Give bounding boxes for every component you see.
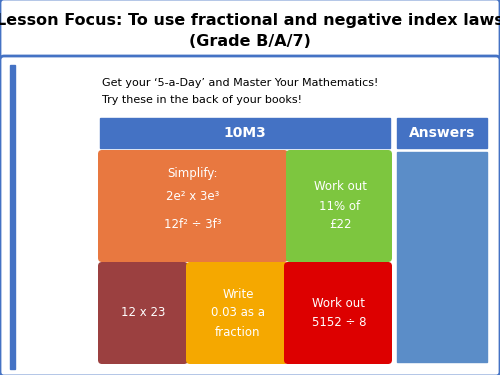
Bar xyxy=(10,65,15,369)
Text: 10M3: 10M3 xyxy=(224,126,266,140)
Text: Try these in the back of your books!: Try these in the back of your books! xyxy=(102,95,302,105)
FancyBboxPatch shape xyxy=(0,0,500,62)
Bar xyxy=(100,118,390,148)
Bar xyxy=(397,118,487,148)
FancyBboxPatch shape xyxy=(0,56,500,375)
Bar xyxy=(18,306,86,364)
Text: 12 x 23: 12 x 23 xyxy=(121,306,165,320)
Bar xyxy=(18,132,86,189)
Text: Answers: Answers xyxy=(409,126,475,140)
FancyBboxPatch shape xyxy=(186,262,288,364)
FancyBboxPatch shape xyxy=(98,150,288,262)
Bar xyxy=(397,152,487,362)
Text: 2e² x 3e³: 2e² x 3e³ xyxy=(166,189,220,202)
Text: Write
0.03 as a
fraction: Write 0.03 as a fraction xyxy=(211,288,265,339)
Text: Work out
11% of
£22: Work out 11% of £22 xyxy=(314,180,366,231)
Text: (Grade B/A/7): (Grade B/A/7) xyxy=(189,34,311,50)
Text: Lesson Focus: To use fractional and negative index laws: Lesson Focus: To use fractional and nega… xyxy=(0,12,500,27)
FancyBboxPatch shape xyxy=(286,150,392,262)
Text: Work out
5152 ÷ 8: Work out 5152 ÷ 8 xyxy=(312,297,366,329)
Text: Simplify:: Simplify: xyxy=(168,168,218,180)
Text: Get your ‘5-a-Day’ and Master Your Mathematics!: Get your ‘5-a-Day’ and Master Your Mathe… xyxy=(102,78,378,88)
Text: 12f² ÷ 3f³: 12f² ÷ 3f³ xyxy=(164,217,222,231)
Bar xyxy=(18,66,86,126)
FancyBboxPatch shape xyxy=(98,262,188,364)
Bar xyxy=(18,250,86,302)
FancyBboxPatch shape xyxy=(284,262,392,364)
Bar xyxy=(18,194,86,246)
